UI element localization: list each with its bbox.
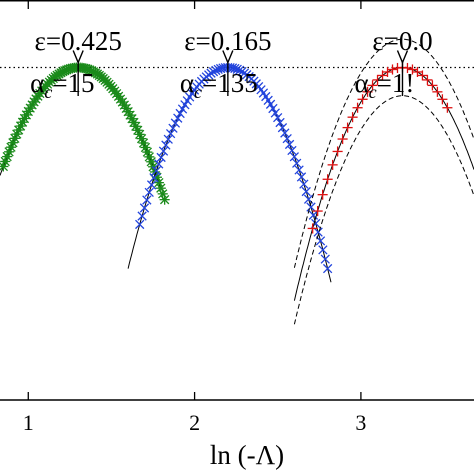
data-point-2 bbox=[318, 245, 328, 255]
data-point-2 bbox=[208, 67, 219, 77]
plot-area bbox=[0, 38, 474, 325]
data-point-3 bbox=[357, 94, 368, 105]
x-ticks: 1 2 3 bbox=[23, 1, 366, 435]
data-point-3 bbox=[442, 102, 453, 113]
data-point-3 bbox=[407, 64, 418, 75]
data-point-2 bbox=[146, 180, 157, 190]
data-point-2 bbox=[149, 173, 159, 183]
annotation-alpha-3: αc=1! bbox=[354, 68, 414, 102]
data-point-2 bbox=[270, 108, 280, 118]
data-point-2 bbox=[173, 113, 183, 123]
data-point-2 bbox=[287, 145, 297, 156]
x-tick-label: 3 bbox=[355, 410, 366, 435]
data-point-2 bbox=[151, 166, 162, 176]
data-point-2 bbox=[299, 179, 309, 189]
data-point-2 bbox=[308, 210, 319, 220]
data-point-3 bbox=[432, 86, 443, 97]
data-point-2 bbox=[170, 118, 181, 128]
data-point-2 bbox=[142, 195, 152, 205]
data-point-2 bbox=[168, 123, 178, 133]
annotation-epsilon-2: ε=0.165 bbox=[184, 26, 271, 56]
annotation-arrowhead-3 bbox=[396, 50, 409, 65]
data-point-3 bbox=[437, 94, 448, 105]
data-point-1 bbox=[144, 151, 155, 162]
data-point-2 bbox=[154, 159, 164, 169]
data-point-2 bbox=[301, 186, 311, 197]
annotation-epsilon-3: ε=0.0 bbox=[372, 26, 432, 56]
data-point-1 bbox=[159, 194, 170, 205]
data-point-2 bbox=[139, 203, 150, 213]
annotation-epsilon-1: ε=0.425 bbox=[35, 26, 122, 56]
data-point-3 bbox=[417, 70, 428, 81]
annotation-alpha-2: αc=135 bbox=[180, 68, 258, 102]
data-point-1 bbox=[15, 120, 26, 132]
data-point-3 bbox=[307, 223, 318, 234]
annotation-arrowhead-2 bbox=[222, 50, 234, 65]
band-curve-3-upper bbox=[293, 38, 474, 268]
data-point-3 bbox=[327, 159, 338, 170]
data-point-2 bbox=[296, 172, 307, 182]
data-point-2 bbox=[163, 134, 173, 144]
data-point-3 bbox=[427, 80, 438, 91]
x-axis-label: ln (-Λ) bbox=[210, 440, 284, 470]
data-point-2 bbox=[175, 108, 185, 119]
data-point-2 bbox=[177, 104, 188, 114]
data-point-3 bbox=[402, 62, 413, 74]
data-point-2 bbox=[280, 128, 290, 138]
data-point-2 bbox=[268, 103, 278, 114]
data-point-2 bbox=[322, 263, 333, 274]
data-point-2 bbox=[282, 133, 292, 144]
data-point-2 bbox=[284, 139, 295, 150]
data-point-3 bbox=[382, 66, 393, 78]
data-point-2 bbox=[156, 152, 166, 163]
data-point-2 bbox=[292, 158, 302, 168]
x-tick-label: 1 bbox=[23, 410, 34, 435]
data-point-2 bbox=[315, 236, 326, 246]
axes bbox=[0, 0, 474, 401]
data-point-2 bbox=[211, 65, 221, 76]
data-point-3 bbox=[387, 64, 398, 75]
annotation-arrowhead-1 bbox=[72, 50, 84, 65]
data-point-1 bbox=[4, 146, 15, 157]
data-point-2 bbox=[294, 165, 304, 175]
data-point-2 bbox=[158, 146, 169, 156]
data-point-2 bbox=[135, 219, 145, 230]
data-point-2 bbox=[232, 64, 242, 74]
data-point-3 bbox=[372, 74, 383, 85]
data-point-2 bbox=[320, 254, 330, 264]
data-point-1 bbox=[140, 142, 151, 153]
data-point-3 bbox=[337, 133, 348, 145]
data-point-2 bbox=[230, 63, 240, 74]
band-curve-3-lower bbox=[293, 95, 474, 325]
data-point-2 bbox=[313, 227, 323, 237]
data-point-1 bbox=[157, 188, 168, 199]
data-point-2 bbox=[306, 202, 316, 212]
data-point-2 bbox=[289, 152, 299, 162]
data-point-3 bbox=[332, 146, 343, 157]
data-point-3 bbox=[312, 206, 323, 217]
data-point-2 bbox=[277, 123, 288, 133]
data-point-3 bbox=[422, 74, 433, 85]
data-point-2 bbox=[144, 187, 154, 198]
annotations: ε=0.425 αc=15 ε=0.165 αc=135 ε=0.0 αc=1! bbox=[30, 26, 432, 102]
annotation-alpha-1: αc=15 bbox=[30, 68, 94, 102]
data-point-2 bbox=[234, 65, 245, 75]
x-tick-label: 2 bbox=[189, 410, 200, 435]
data-point-2 bbox=[161, 140, 171, 150]
data-point-2 bbox=[137, 211, 147, 221]
data-point-2 bbox=[265, 99, 276, 109]
data-point-3 bbox=[367, 80, 378, 91]
data-point-2 bbox=[275, 117, 285, 128]
data-point-2 bbox=[165, 128, 176, 139]
data-point-3 bbox=[362, 86, 373, 97]
data-point-3 bbox=[352, 102, 363, 113]
data-point-3 bbox=[322, 174, 333, 185]
data-point-3 bbox=[347, 112, 358, 123]
data-point-3 bbox=[342, 122, 353, 133]
fit-curve-3 bbox=[293, 67, 474, 301]
data-point-2 bbox=[273, 112, 283, 123]
data-point-3 bbox=[317, 189, 328, 200]
